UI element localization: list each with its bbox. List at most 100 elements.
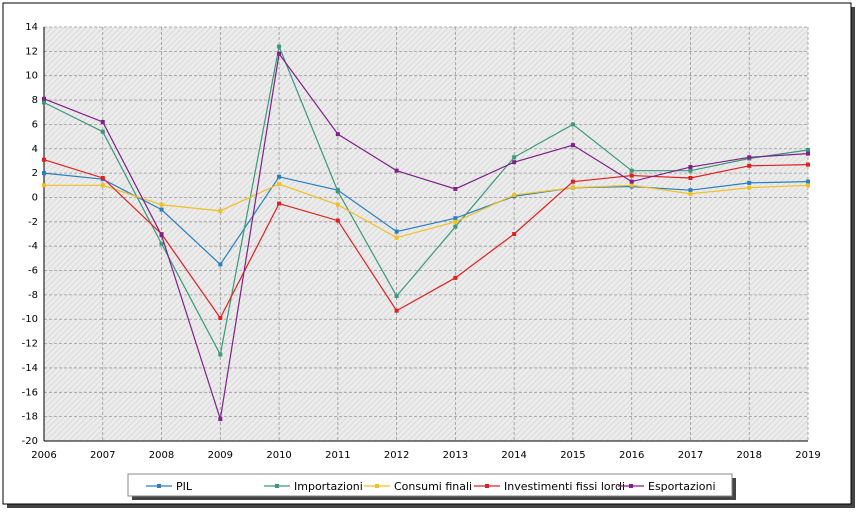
y-tick-label: 4 [32, 144, 38, 155]
point [277, 174, 282, 179]
x-tick-label: 2013 [443, 450, 468, 461]
x-tick-label: 2014 [501, 450, 526, 461]
point [335, 218, 340, 223]
point [453, 216, 458, 221]
legend-marker [375, 484, 379, 488]
point [570, 185, 575, 190]
point [747, 155, 752, 160]
legend-marker [157, 484, 161, 488]
point [806, 162, 810, 167]
point [100, 129, 105, 134]
point [453, 224, 458, 229]
point [688, 165, 693, 170]
point [629, 179, 634, 184]
point [100, 183, 105, 188]
point [747, 180, 752, 185]
x-tick-label: 2008 [149, 450, 174, 461]
x-tick-label: 2019 [795, 450, 820, 461]
point [159, 207, 164, 212]
point [335, 202, 340, 207]
y-tick-label: -18 [22, 412, 38, 423]
y-tick-label: -14 [22, 363, 38, 374]
y-tick-label: 0 [32, 192, 38, 203]
legend-marker [629, 484, 633, 488]
point [570, 179, 575, 184]
y-tick-label: -4 [28, 241, 38, 252]
y-tick-label: 12 [25, 46, 38, 57]
point [570, 143, 575, 148]
point [512, 232, 517, 236]
y-tick-label: -12 [22, 339, 38, 350]
point [747, 163, 752, 168]
point [42, 96, 46, 101]
point [100, 119, 105, 124]
x-tick-label: 2006 [31, 450, 56, 461]
y-tick-label: 6 [32, 119, 38, 130]
point [277, 182, 282, 187]
point [394, 308, 399, 313]
series-line [43, 172, 809, 266]
point [806, 179, 810, 184]
point [512, 193, 517, 198]
y-tick-label: -10 [22, 314, 38, 325]
series-line [44, 183, 809, 239]
point [394, 235, 399, 240]
point [335, 189, 340, 194]
y-tick-label: 14 [25, 22, 38, 33]
point [42, 183, 46, 188]
point [159, 241, 164, 246]
legend-label: Consumi finali [394, 480, 472, 493]
plot-area [44, 27, 808, 441]
point [277, 51, 282, 56]
point [218, 208, 223, 213]
point [159, 202, 164, 207]
point [629, 173, 634, 178]
point [218, 262, 223, 267]
point [277, 44, 282, 49]
point [453, 275, 458, 280]
legend [127, 473, 733, 497]
point [688, 175, 693, 180]
legend-label: Importazioni [294, 480, 363, 493]
point [747, 185, 752, 190]
y-tick-label: 8 [32, 95, 38, 106]
x-tick-label: 2018 [737, 450, 762, 461]
point [806, 183, 810, 188]
x-tick-label: 2016 [619, 450, 644, 461]
point [688, 168, 693, 173]
point [42, 100, 46, 105]
x-tick-label: 2010 [266, 450, 291, 461]
series-line [43, 44, 809, 357]
x-tick-label: 2012 [384, 450, 409, 461]
legend-label: PIL [176, 480, 193, 493]
x-tick-label: 2009 [208, 450, 233, 461]
point [453, 186, 458, 191]
point [512, 160, 517, 165]
x-tick-label: 2017 [678, 450, 703, 461]
series-line [43, 159, 809, 320]
legend-label: Esportazioni [648, 480, 716, 493]
point [570, 122, 575, 127]
point [159, 233, 164, 238]
point [42, 171, 46, 176]
legend-marker [275, 484, 279, 488]
y-tick-label: 10 [25, 71, 38, 82]
x-tick-label: 2015 [560, 450, 585, 461]
legend-marker [485, 484, 489, 488]
point [218, 352, 223, 357]
y-tick-label: 2 [32, 168, 38, 179]
x-tick-label: 2011 [325, 450, 350, 461]
point [688, 188, 693, 193]
point [42, 157, 46, 162]
point [335, 132, 340, 137]
y-tick-label: -8 [28, 290, 38, 301]
point [629, 183, 634, 188]
point [512, 155, 517, 160]
x-tick-label: 2007 [90, 450, 115, 461]
point [218, 417, 223, 422]
point [629, 168, 634, 173]
point [394, 229, 399, 234]
point [688, 191, 693, 196]
point [394, 294, 399, 299]
